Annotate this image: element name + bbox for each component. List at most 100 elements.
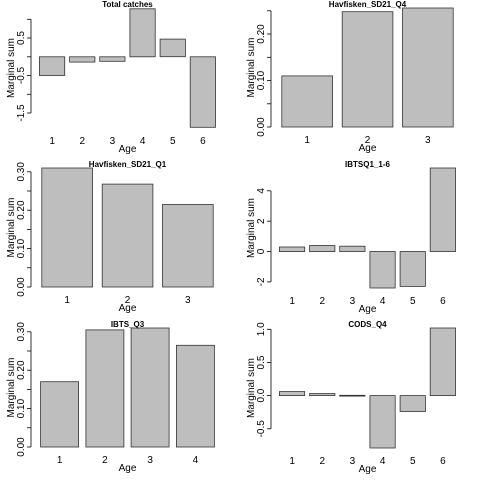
chart-panel-5: 1 2 3 4 0.00 0.10 0.20 0.30 IBTS_Q3 Age Marginal s… — [6, 320, 215, 474]
x-tick-label: 3 — [147, 455, 153, 466]
bar-age-2 — [309, 245, 336, 252]
x-tick-label: 2 — [102, 455, 108, 466]
x-tick-label: 6 — [200, 136, 206, 147]
bar-age-3 — [402, 7, 454, 128]
y-tick-label: -1.5 — [16, 104, 27, 122]
x-tick-label: 3 — [350, 456, 356, 467]
x-tick-label: 3 — [110, 136, 116, 147]
x-axis-label: Age — [359, 464, 377, 475]
x-tick-label: 1 — [289, 456, 295, 467]
y-tick-label: 0.30 — [16, 162, 27, 182]
chart-title: Total catches — [102, 0, 153, 9]
y-tick-label: 0.30 — [16, 322, 27, 342]
y-axis-label: Marginal sum — [246, 37, 257, 97]
y-tick-label: 0.10 — [16, 398, 27, 418]
y-tick-label: 0.0 — [256, 388, 267, 402]
chart-panel-1: 1 2 3 4 5 6 -1.5 -0.5 0.5 Total catches Age Margina… — [6, 0, 216, 155]
bar-age-5 — [159, 38, 186, 58]
bar-age-5 — [399, 395, 426, 412]
chart-panel-2: 1 2 3 0.00 0.10 0.20 Havfisken_SD21_Q4 Age Margi… — [246, 0, 454, 154]
bar-age-4 — [129, 8, 156, 58]
bar-age-6 — [429, 167, 456, 252]
x-axis-label: Age — [119, 144, 137, 155]
x-tick-label: 4 — [380, 296, 386, 307]
bar-age-3 — [339, 394, 366, 397]
y-tick-label: 0.00 — [256, 117, 267, 137]
chart-panel-4: 1 2 3 4 5 6 -2 0 2 4 IBTSQ1_1-6 Age Marginal sum — [246, 160, 456, 315]
bar-age-1 — [41, 167, 93, 288]
chart-panel-3: 1 2 3 0.00 0.10 0.20 0.30 Havfisken_SD21_Q1 Age M… — [6, 160, 214, 314]
x-tick-label: 2 — [80, 136, 86, 147]
bar-age-6 — [189, 56, 216, 128]
x-tick-label: 3 — [425, 135, 431, 146]
y-tick-label: 0 — [256, 248, 267, 254]
x-tick-label: 6 — [440, 456, 446, 467]
y-tick-label: 4 — [256, 188, 267, 194]
x-tick-label: 5 — [170, 136, 176, 147]
x-tick-label: 4 — [380, 456, 386, 467]
y-tick-label: 0.20 — [16, 200, 27, 220]
bar-age-2 — [341, 11, 394, 128]
x-tick-label: 4 — [193, 455, 199, 466]
y-axis-label: Marginal sum — [6, 197, 17, 257]
x-tick-label: 2 — [320, 456, 326, 467]
x-axis-label: Age — [359, 304, 377, 315]
y-axis-label: Marginal sum — [6, 38, 17, 98]
bar-age-1 — [39, 56, 66, 76]
y-axis-label: Marginal sum — [246, 198, 257, 258]
y-tick-label: 0.10 — [256, 70, 267, 90]
bar-age-2 — [69, 56, 96, 63]
bar-age-2 — [309, 393, 336, 397]
y-tick-label: 0.00 — [16, 277, 27, 297]
bar-age-3 — [130, 327, 170, 448]
chart-title: IBTS_Q3 — [111, 320, 145, 329]
x-tick-label: 6 — [440, 296, 446, 307]
x-tick-label: 5 — [410, 296, 416, 307]
bar-age-4 — [369, 251, 396, 289]
x-axis-label: Age — [359, 143, 377, 154]
x-tick-label: 2 — [125, 295, 131, 306]
y-tick-label: 0.20 — [16, 360, 27, 380]
y-axis-label: Marginal sum — [6, 357, 17, 417]
x-tick-label: 3 — [350, 296, 356, 307]
x-tick-label: 1 — [289, 296, 295, 307]
bar-age-2 — [85, 329, 125, 448]
bar-age-1 — [40, 381, 79, 448]
y-tick-label: 0.5 — [16, 31, 27, 45]
bar-age-1 — [278, 246, 306, 252]
y-tick-label: 0.20 — [256, 24, 267, 44]
y-axis-label: Marginal sum — [246, 358, 257, 418]
y-tick-label: 2 — [256, 218, 267, 224]
chart-panel-6: 1 2 3 4 5 6 -0.5 0.0 0.5 1.0 CODS_Q4 Age Marginal su… — [246, 320, 456, 475]
bar-age-1 — [281, 75, 333, 128]
bar-age-2 — [101, 183, 154, 288]
bar-age-1 — [278, 391, 306, 397]
bar-age-3 — [99, 56, 126, 62]
x-tick-label: 2 — [365, 135, 371, 146]
bar-age-4 — [369, 395, 396, 449]
chart-title: Havfisken_SD21_Q1 — [89, 160, 167, 169]
x-tick-label: 4 — [140, 136, 146, 147]
x-tick-label: 5 — [410, 456, 416, 467]
x-axis-label: Age — [119, 303, 137, 314]
y-tick-label: 1.0 — [256, 322, 267, 336]
y-tick-label: 0.5 — [256, 355, 267, 369]
x-tick-label: 1 — [57, 455, 63, 466]
x-tick-label: 1 — [49, 136, 55, 147]
x-axis-label: Age — [119, 463, 137, 474]
x-tick-label: 1 — [304, 135, 310, 146]
x-tick-label: 3 — [185, 295, 191, 306]
chart-title: IBTSQ1_1-6 — [345, 160, 390, 169]
chart-title: CODS_Q4 — [348, 320, 387, 329]
bar-age-4 — [175, 344, 215, 448]
bar-age-3 — [339, 245, 366, 252]
bar-age-3 — [162, 204, 214, 288]
y-tick-label: -2 — [256, 277, 267, 286]
bar-age-6 — [429, 327, 456, 396]
y-tick-label: 0.10 — [16, 238, 27, 258]
y-tick-label: -0.5 — [16, 66, 27, 84]
y-tick-label: -0.5 — [256, 420, 267, 438]
x-tick-label: 2 — [320, 296, 326, 307]
bar-age-5 — [399, 251, 426, 287]
